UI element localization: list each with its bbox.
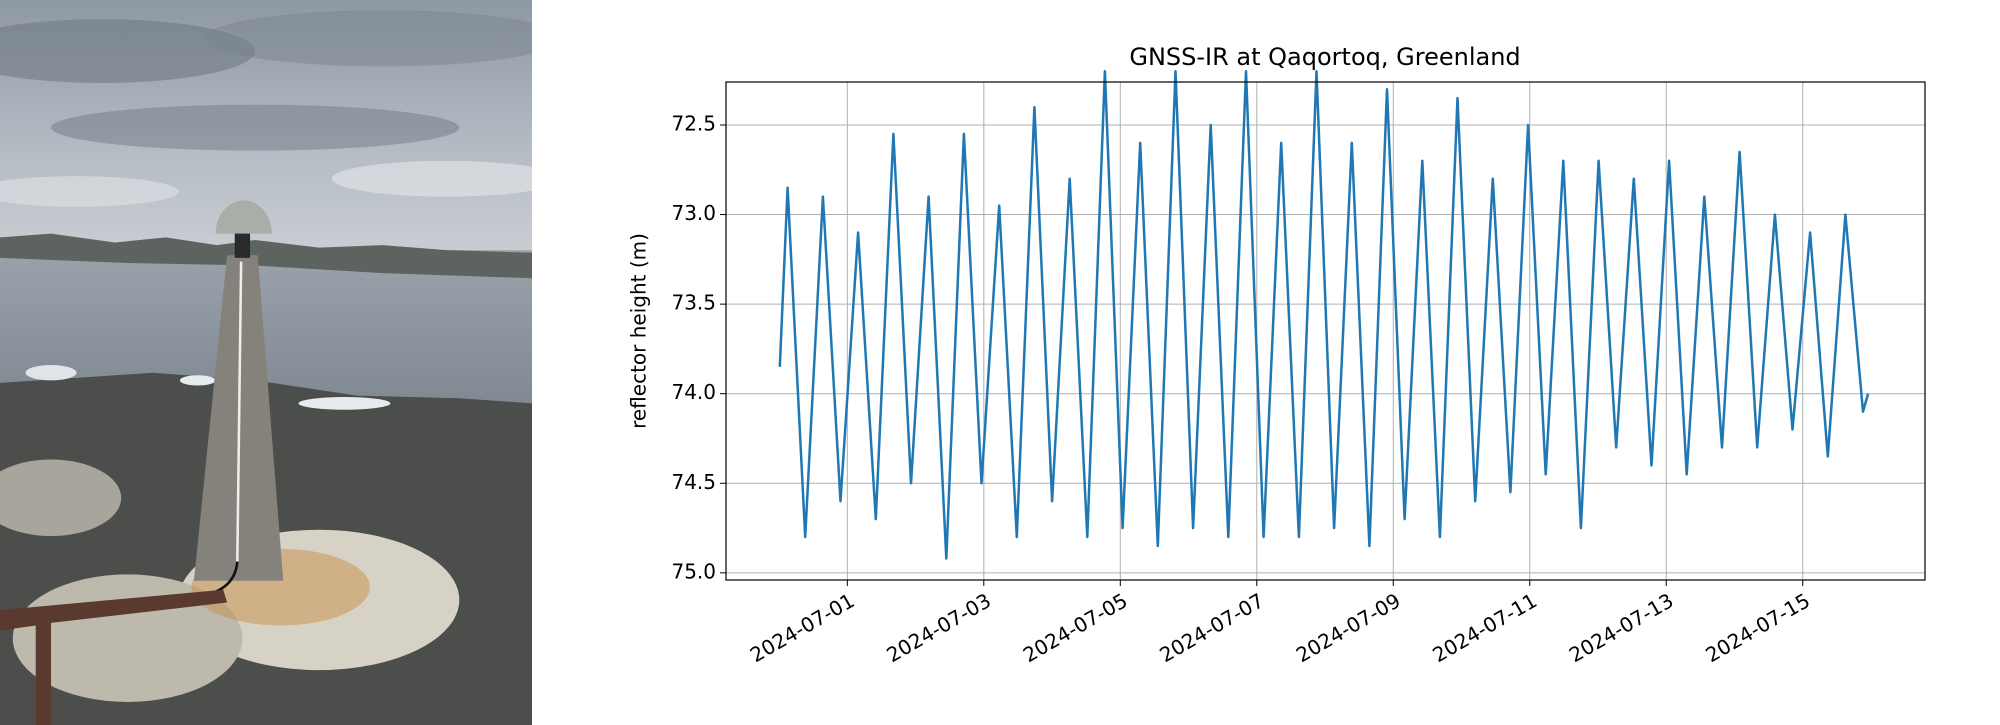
y-tick-label: 72.5 (671, 111, 716, 135)
x-tick-label: 2024-07-07 (1155, 588, 1268, 667)
x-tick-label: 2024-07-11 (1428, 588, 1541, 667)
x-tick-label: 2024-07-15 (1701, 588, 1814, 667)
y-tick-label: 73.0 (671, 201, 716, 225)
x-tick-label: 2024-07-03 (882, 588, 995, 667)
chart-title: GNSS-IR at Qaqortoq, Greenland (1129, 43, 1520, 71)
y-tick-label: 75.0 (671, 559, 716, 583)
y-tick-label: 74.5 (671, 470, 716, 494)
x-tick-label: 2024-07-09 (1292, 588, 1405, 667)
y-tick-label: 74.0 (671, 380, 716, 404)
y-axis-label: reflector height (m) (627, 233, 651, 429)
x-tick-label: 2024-07-01 (746, 588, 859, 667)
y-tick-label: 73.5 (671, 291, 716, 315)
x-tick-label: 2024-07-05 (1019, 588, 1132, 667)
x-tick-label: 2024-07-13 (1565, 588, 1678, 667)
